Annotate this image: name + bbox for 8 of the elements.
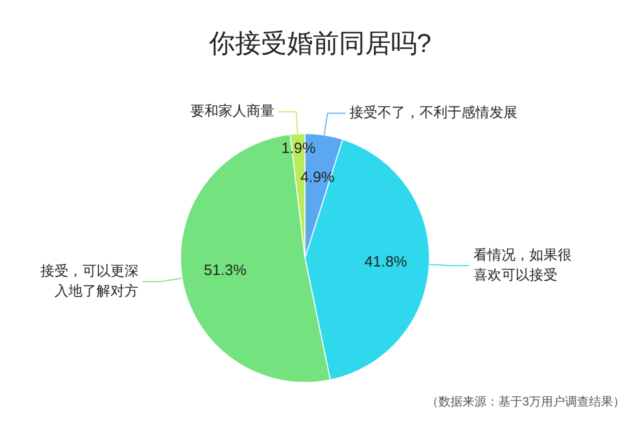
text: （数据来源：基于3万用户调查结果） xyxy=(426,394,625,408)
data-label: 41.8% xyxy=(364,253,408,270)
slice-label: 看情况，如果很喜欢可以接受 xyxy=(473,246,572,282)
slice-label: 接受不了，不利于感情发展 xyxy=(349,104,518,120)
data-label: 51.3% xyxy=(204,262,246,280)
slice-label: 接受，可以更深入地了解对方 xyxy=(40,262,138,298)
slice-label: 要和家人商量 xyxy=(190,102,274,119)
chart-title: 你接受婚前同居吗? xyxy=(208,28,432,58)
